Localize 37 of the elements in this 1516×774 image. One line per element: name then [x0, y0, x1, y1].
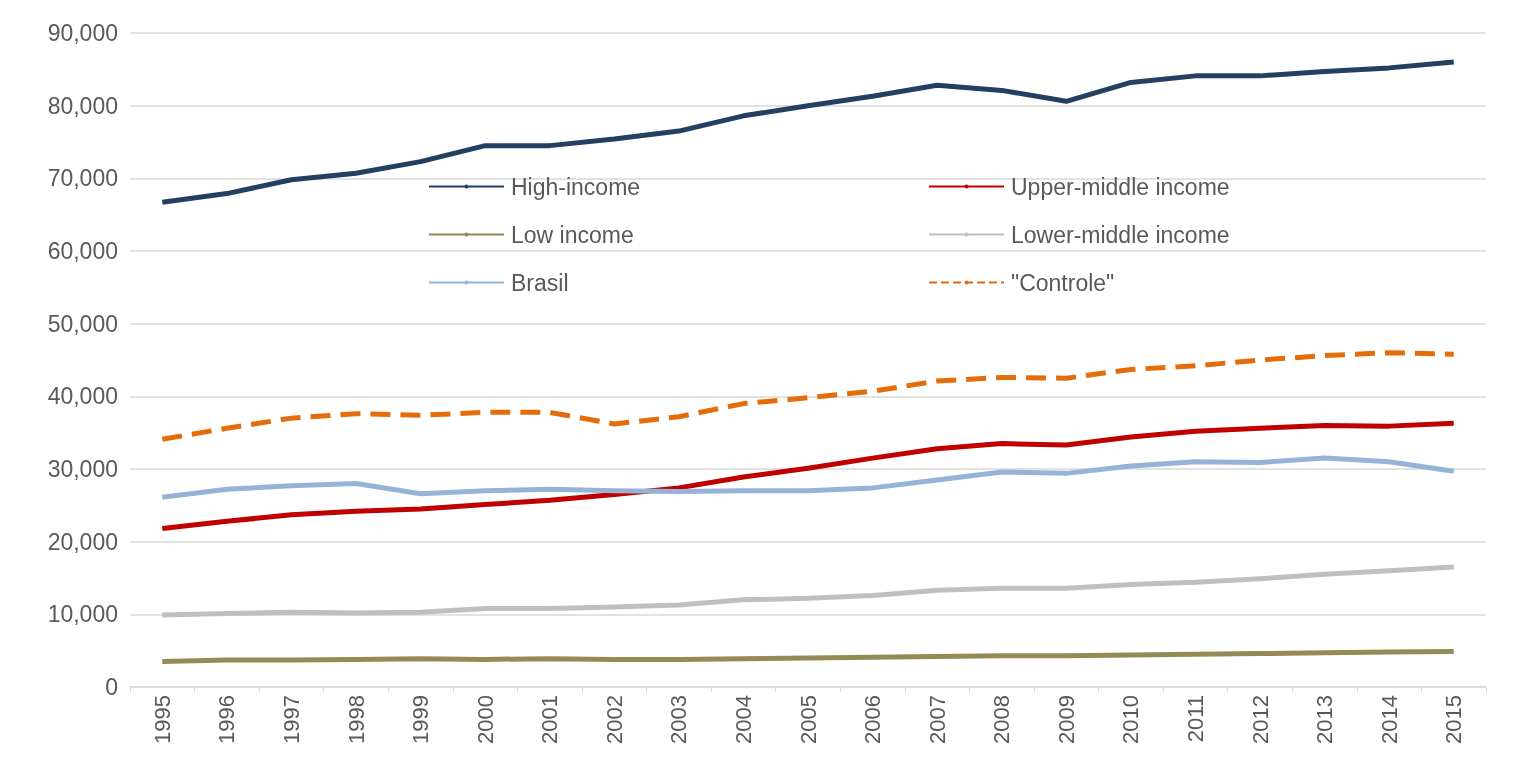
legend-label: Brasil [511, 269, 569, 296]
x-tick-label: 1997 [278, 695, 304, 744]
y-tick-label: 40,000 [47, 383, 118, 410]
x-tick-label: 1995 [149, 695, 175, 744]
x-tick-label: 2005 [795, 695, 821, 744]
x-tick-label: 1998 [343, 695, 369, 744]
x-tick-label: 2013 [1312, 695, 1338, 744]
y-tick-label: 10,000 [47, 601, 118, 628]
legend-label: Upper-middle income [1011, 173, 1230, 200]
x-tick-label: 2011 [1182, 695, 1208, 743]
legend-label: "Controle" [1011, 269, 1115, 296]
x-tick-label: 2006 [860, 695, 886, 744]
x-tick-label: 2009 [1053, 695, 1079, 744]
x-tick-label: 2002 [601, 695, 627, 744]
x-tick-label: 2015 [1441, 695, 1467, 744]
x-tick-label: 1999 [408, 695, 434, 744]
y-tick-label: 90,000 [47, 20, 118, 46]
x-tick-label: 2001 [537, 695, 563, 744]
x-tick-label: 2004 [730, 695, 756, 744]
y-tick-label: 50,000 [47, 310, 118, 337]
y-tick-label: 60,000 [47, 238, 118, 264]
x-tick-label: 2007 [924, 695, 950, 744]
legend-label: High-income [511, 173, 641, 200]
x-tick-label: 2012 [1247, 695, 1273, 744]
x-tick-label: 2010 [1118, 695, 1144, 744]
y-tick-label: 30,000 [47, 456, 118, 482]
x-tick-label: 2008 [989, 695, 1015, 744]
y-tick-label: 70,000 [47, 165, 118, 192]
y-tick-label: 80,000 [47, 92, 118, 119]
legend-label: Lower-middle income [1011, 221, 1230, 248]
y-tick-label: 0 [105, 674, 118, 700]
x-tick-label: 2014 [1376, 695, 1402, 744]
x-tick-label: 1996 [214, 695, 240, 744]
x-tick-label: 2000 [472, 695, 498, 744]
legend-label: Low income [511, 221, 634, 248]
y-tick-label: 20,000 [47, 528, 118, 555]
x-tick-label: 2003 [666, 695, 692, 744]
